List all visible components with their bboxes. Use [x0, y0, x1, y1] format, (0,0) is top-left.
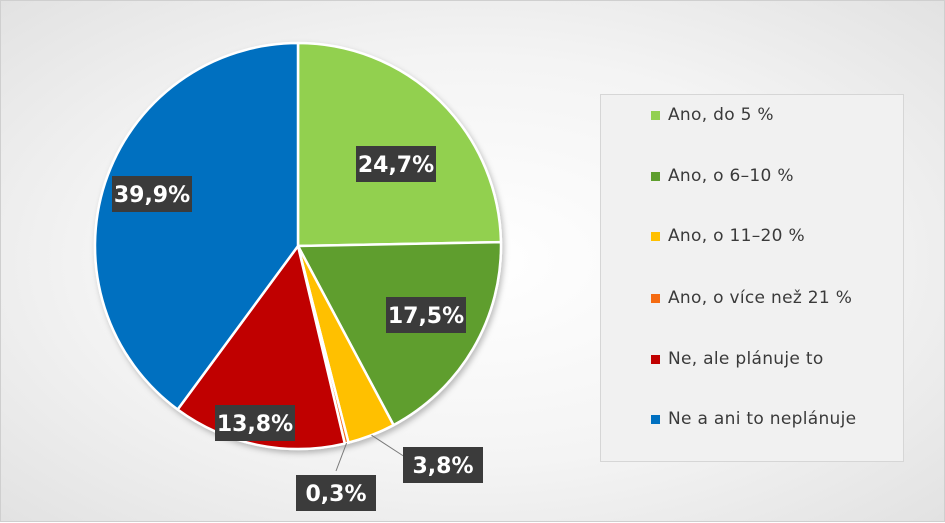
- legend-swatch: [651, 171, 660, 181]
- legend-item-ne-a-ani-to-neplanuje: Ne a ani to neplánuje: [651, 407, 856, 431]
- data-label-5: 39,9%: [114, 183, 190, 208]
- data-label-1: 17,5%: [388, 304, 464, 329]
- leader-line-3: [335, 442, 348, 472]
- legend-item-ano-do-5: Ano, do 5 %: [651, 103, 774, 127]
- data-label-0: 24,7%: [358, 153, 434, 178]
- data-label-3: 0,3%: [305, 482, 366, 507]
- legend-swatch: [651, 354, 660, 364]
- legend-swatch: [651, 231, 660, 241]
- legend-label: Ano, o 11–20 %: [668, 226, 805, 246]
- data-label-4: 13,8%: [217, 412, 293, 437]
- pie-slice-1: [296, 240, 503, 427]
- leader-line-2: [371, 434, 406, 458]
- legend-item-ano-o-vice-nez-21: Ano, o více než 21 %: [651, 286, 852, 310]
- legend-label: Ano, o 6–10 %: [668, 166, 794, 186]
- legend-item-ne-ale-planuje-to: Ne, ale plánuje to: [651, 347, 824, 371]
- legend-item-ano-o-6-10: Ano, o 6–10 %: [651, 164, 794, 188]
- pie-slice-5: [93, 41, 300, 411]
- pie-slice-4: [176, 244, 347, 451]
- legend-label: Ne, ale plánuje to: [668, 349, 824, 369]
- data-label-box-2: [403, 447, 483, 483]
- legend-label: Ano, o více než 21 %: [668, 288, 853, 308]
- data-label-2: 3,8%: [412, 454, 473, 479]
- data-label-box-3: [296, 475, 376, 511]
- legend-label: Ne a ani to neplánuje: [668, 409, 857, 429]
- legend-label: Ano, do 5 %: [668, 105, 774, 125]
- pie-slices: [93, 41, 503, 451]
- legend-swatch: [651, 414, 660, 424]
- data-label-box-1: [386, 297, 466, 333]
- legend-swatch: [651, 110, 660, 120]
- legend: Ano, do 5 % Ano, o 6–10 % Ano, o 11–20 %…: [600, 94, 904, 462]
- legend-swatch: [651, 293, 660, 303]
- legend-item-ano-o-11-20: Ano, o 11–20 %: [651, 224, 805, 248]
- pie-slice-0: [296, 41, 503, 248]
- data-label-box-0: [356, 146, 436, 182]
- data-label-box-4: [215, 405, 295, 441]
- data-label-box-5: [112, 176, 192, 212]
